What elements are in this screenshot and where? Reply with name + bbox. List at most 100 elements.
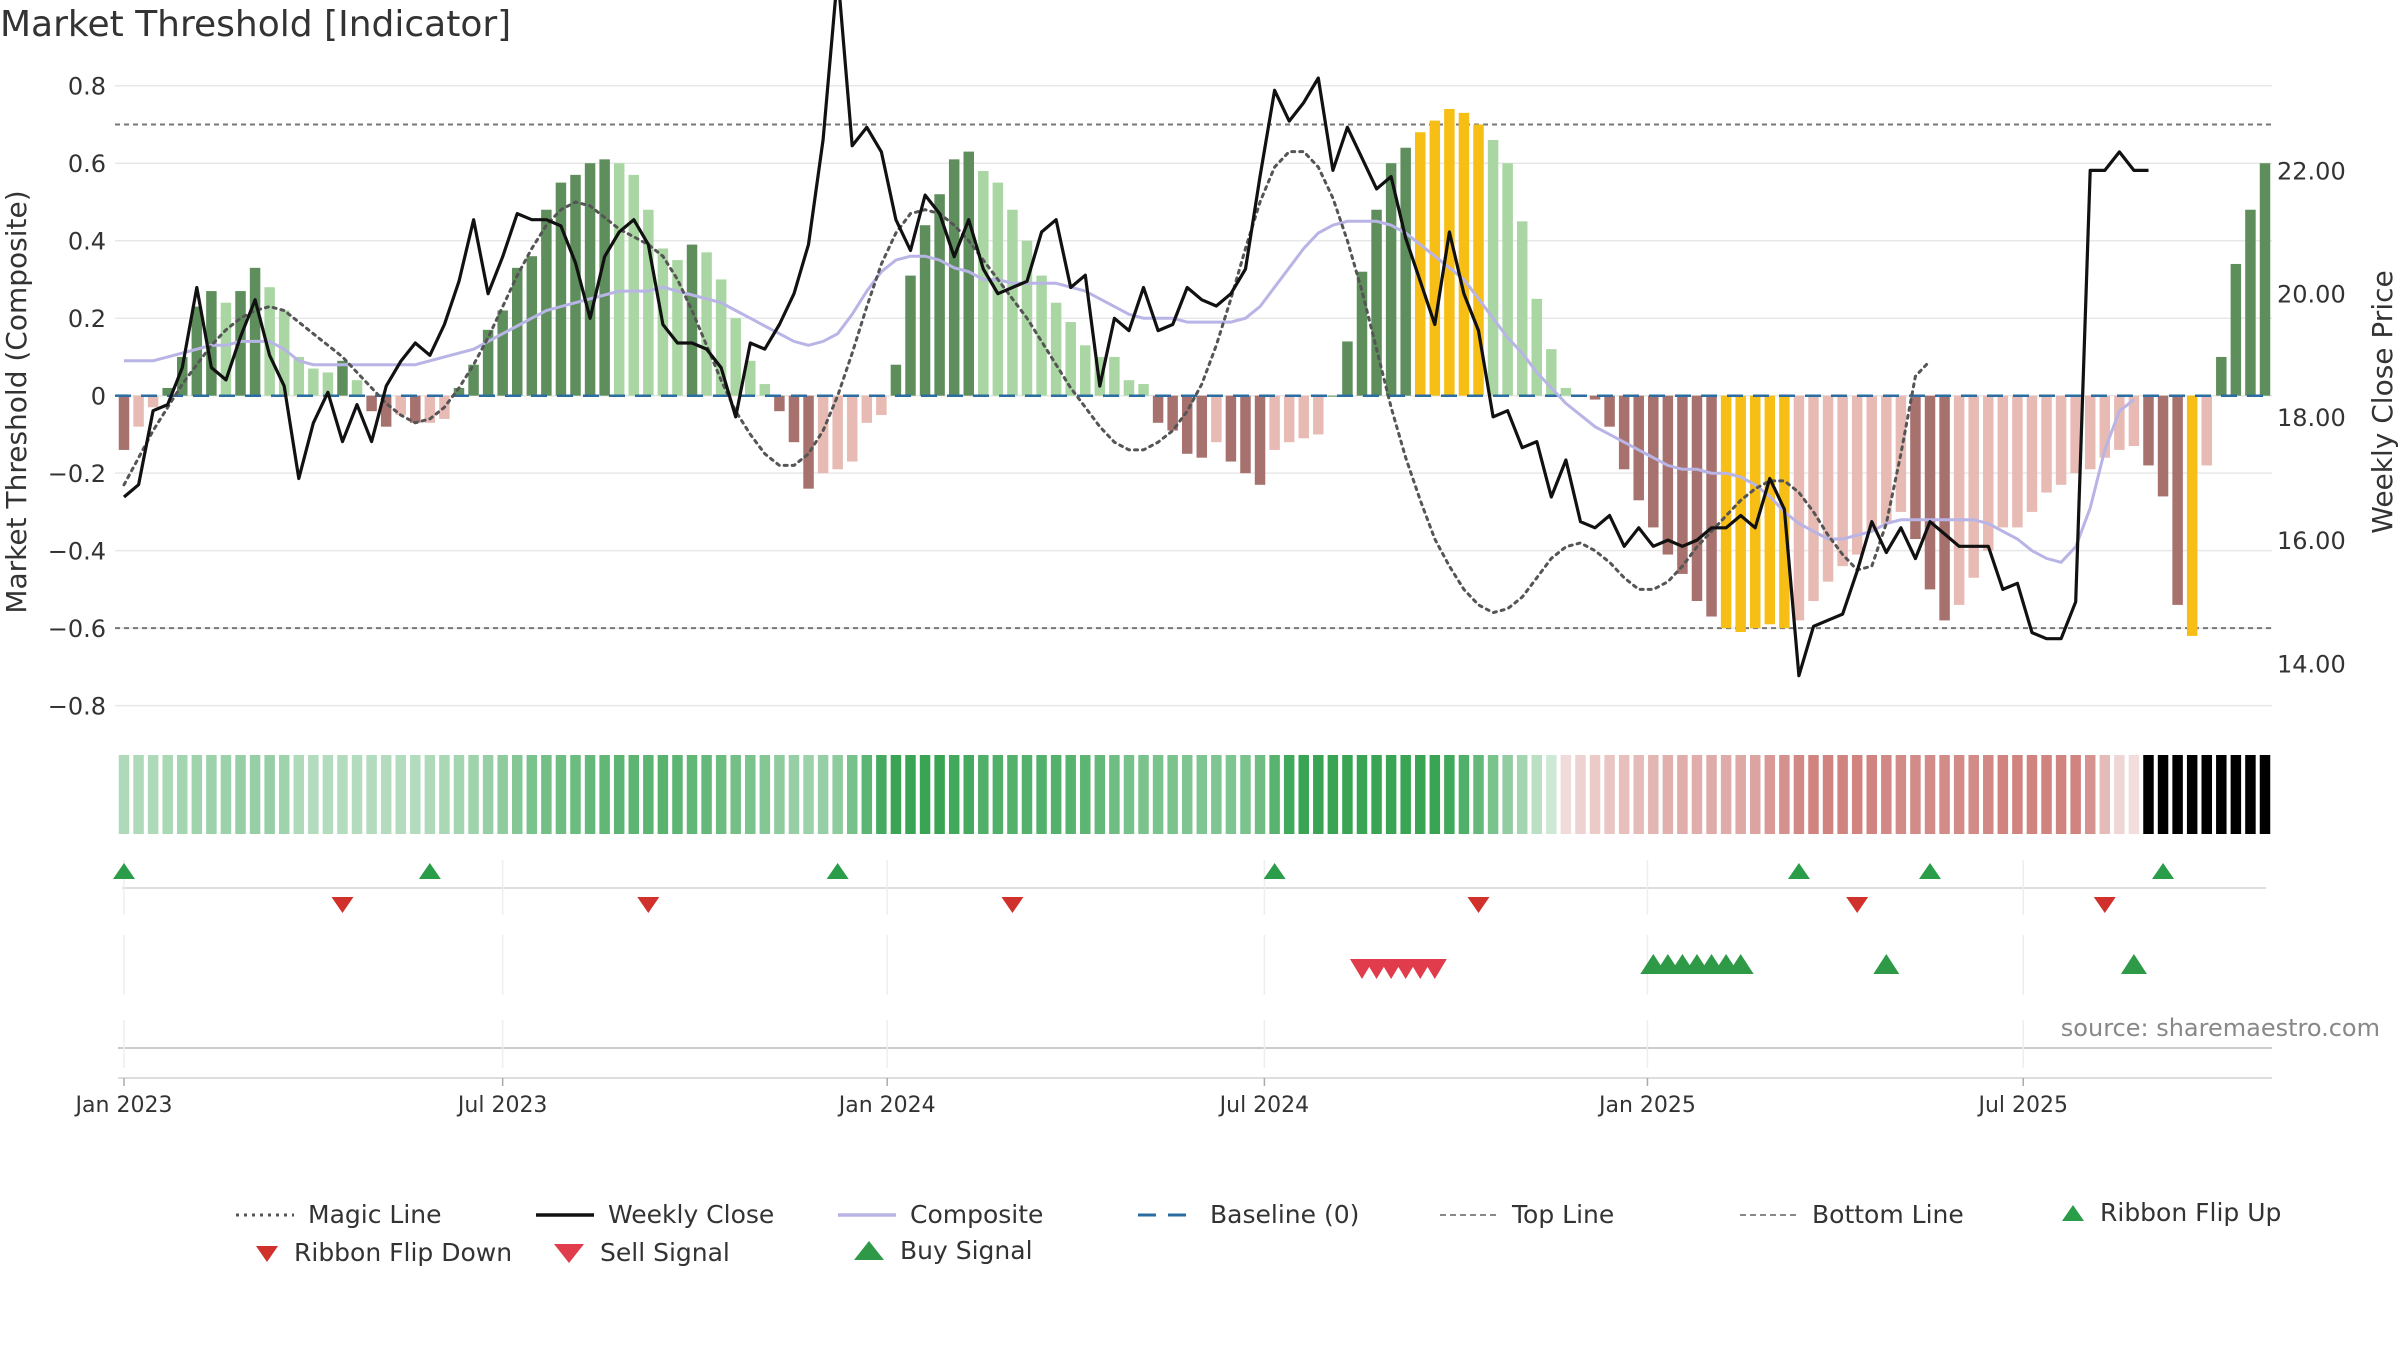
- composite-bar: [1924, 395, 1936, 590]
- composite-bar: [905, 275, 916, 396]
- ribbon-cell: [512, 755, 523, 834]
- y-tick-label: −0.8: [48, 693, 106, 721]
- ribbon-cell: [235, 755, 246, 834]
- ribbon-cell: [1677, 755, 1688, 834]
- y2-axis-title: Weekly Close Price: [2366, 270, 2399, 533]
- ribbon-cell: [308, 755, 319, 834]
- ribbon-cell: [730, 755, 741, 834]
- legend-baseline-swatch: [1138, 1213, 1196, 1216]
- y-tick-label: −0.6: [48, 615, 106, 643]
- ribbon-cell: [2186, 755, 2198, 834]
- ribbon-flip-down-marker: [637, 897, 660, 913]
- ribbon-cell: [1138, 755, 1149, 834]
- composite-bar: [803, 395, 814, 489]
- ribbon-cell: [832, 755, 843, 834]
- ribbon-cell: [1866, 755, 1877, 834]
- y-tick-label: 0.4: [68, 228, 106, 256]
- legend-composite-swatch: [838, 1212, 896, 1217]
- ribbon-cell: [657, 755, 669, 834]
- ribbon-cell: [1531, 755, 1543, 834]
- legend-top-line-swatch: [1440, 1213, 1498, 1216]
- ribbon-cell: [453, 755, 465, 834]
- legend-buy-signal: Buy Signal: [852, 1236, 1033, 1265]
- composite-bar: [1720, 395, 1732, 629]
- composite-bar: [1793, 395, 1805, 621]
- ribbon-cell: [1342, 755, 1353, 834]
- ribbon-cell: [1764, 755, 1776, 834]
- composite-bar: [1356, 271, 1368, 396]
- composite-bar: [846, 395, 858, 462]
- ribbon-cell: [584, 755, 596, 834]
- ribbon-cell: [1211, 755, 1222, 834]
- composite-bar: [1385, 163, 1397, 396]
- sell-signal-icon: [554, 1243, 584, 1263]
- ribbon-cell: [1546, 755, 1557, 834]
- legend-baseline: Baseline (0): [1138, 1200, 1359, 1229]
- composite-bar: [1735, 395, 1746, 633]
- composite-bar: [570, 174, 581, 396]
- composite-bar: [1808, 395, 1819, 602]
- legend-weekly-close-label: Weekly Close: [608, 1200, 775, 1229]
- legend-magic-line: Magic Line: [236, 1200, 442, 1229]
- ribbon-cell: [555, 755, 567, 834]
- y2-tick-label: 20.00: [2277, 281, 2346, 309]
- ribbon-flip-up-marker: [1919, 863, 1942, 879]
- ribbon-cell: [1997, 755, 2009, 834]
- composite-bar: [1298, 395, 1309, 439]
- y-tick-label: 0.6: [68, 150, 106, 178]
- composite-bar: [2128, 395, 2140, 447]
- composite-bar: [2157, 395, 2169, 497]
- ribbon-cell: [905, 755, 916, 834]
- ribbon-flip-up-marker: [826, 863, 849, 879]
- legend-bottom-line-swatch: [1740, 1213, 1798, 1216]
- ribbon-cell: [1589, 755, 1601, 834]
- y2-tick-label: 18.00: [2277, 404, 2346, 432]
- ribbon-cell: [2026, 755, 2038, 834]
- composite-bar: [978, 170, 989, 396]
- ribbon-cell: [1050, 755, 1062, 834]
- ribbon-cell: [978, 755, 989, 834]
- composite-bar: [1211, 395, 1222, 443]
- ribbon-cell: [177, 755, 188, 834]
- ribbon-cell: [162, 755, 173, 834]
- ribbon-cell: [1575, 755, 1586, 834]
- composite-bar: [2055, 395, 2067, 485]
- ribbon-cell: [322, 755, 334, 834]
- composite-bar: [934, 194, 945, 396]
- legend-sell-signal: Sell Signal: [552, 1238, 730, 1267]
- ribbon-cell: [1109, 755, 1120, 834]
- ribbon-cell: [1633, 755, 1644, 834]
- ribbon-cell: [2099, 755, 2111, 834]
- ribbon-cell: [1283, 755, 1295, 834]
- composite-bar: [1313, 395, 1324, 435]
- ribbon-cell: [1720, 755, 1732, 834]
- composite-bar: [235, 291, 246, 396]
- composite-bar: [1502, 163, 1513, 396]
- ribbon-cell: [628, 755, 640, 834]
- ribbon-cell: [482, 755, 494, 834]
- composite-bar: [1910, 395, 1921, 540]
- ribbon-cell: [2012, 755, 2023, 834]
- ribbon-cell: [1240, 755, 1251, 834]
- ribbon-cell: [1691, 755, 1703, 834]
- buy-signal-marker: [2120, 954, 2147, 974]
- composite-bar: [832, 395, 843, 470]
- composite-bar: [1007, 209, 1018, 396]
- composite-bar: [890, 364, 902, 396]
- composite-bar: [599, 159, 610, 396]
- composite-bar: [1371, 209, 1382, 396]
- source-credit: source: sharemaestro.com: [2060, 1014, 2380, 1042]
- ribbon-cell: [1648, 755, 1659, 834]
- composite-bar: [919, 225, 931, 396]
- ribbon-cell: [1473, 755, 1484, 834]
- composite-bar: [628, 174, 640, 396]
- buy-signal-icon: [854, 1240, 884, 1260]
- ribbon-cell: [1385, 755, 1397, 834]
- composite-bar: [118, 395, 130, 450]
- ribbon-cell: [1851, 755, 1863, 834]
- composite-bar: [1618, 395, 1630, 470]
- legend-weekly-close-swatch: [536, 1212, 594, 1217]
- y2-tick-label: 16.00: [2277, 527, 2346, 555]
- ribbon-cell: [1429, 755, 1441, 834]
- composite-bar: [308, 368, 319, 396]
